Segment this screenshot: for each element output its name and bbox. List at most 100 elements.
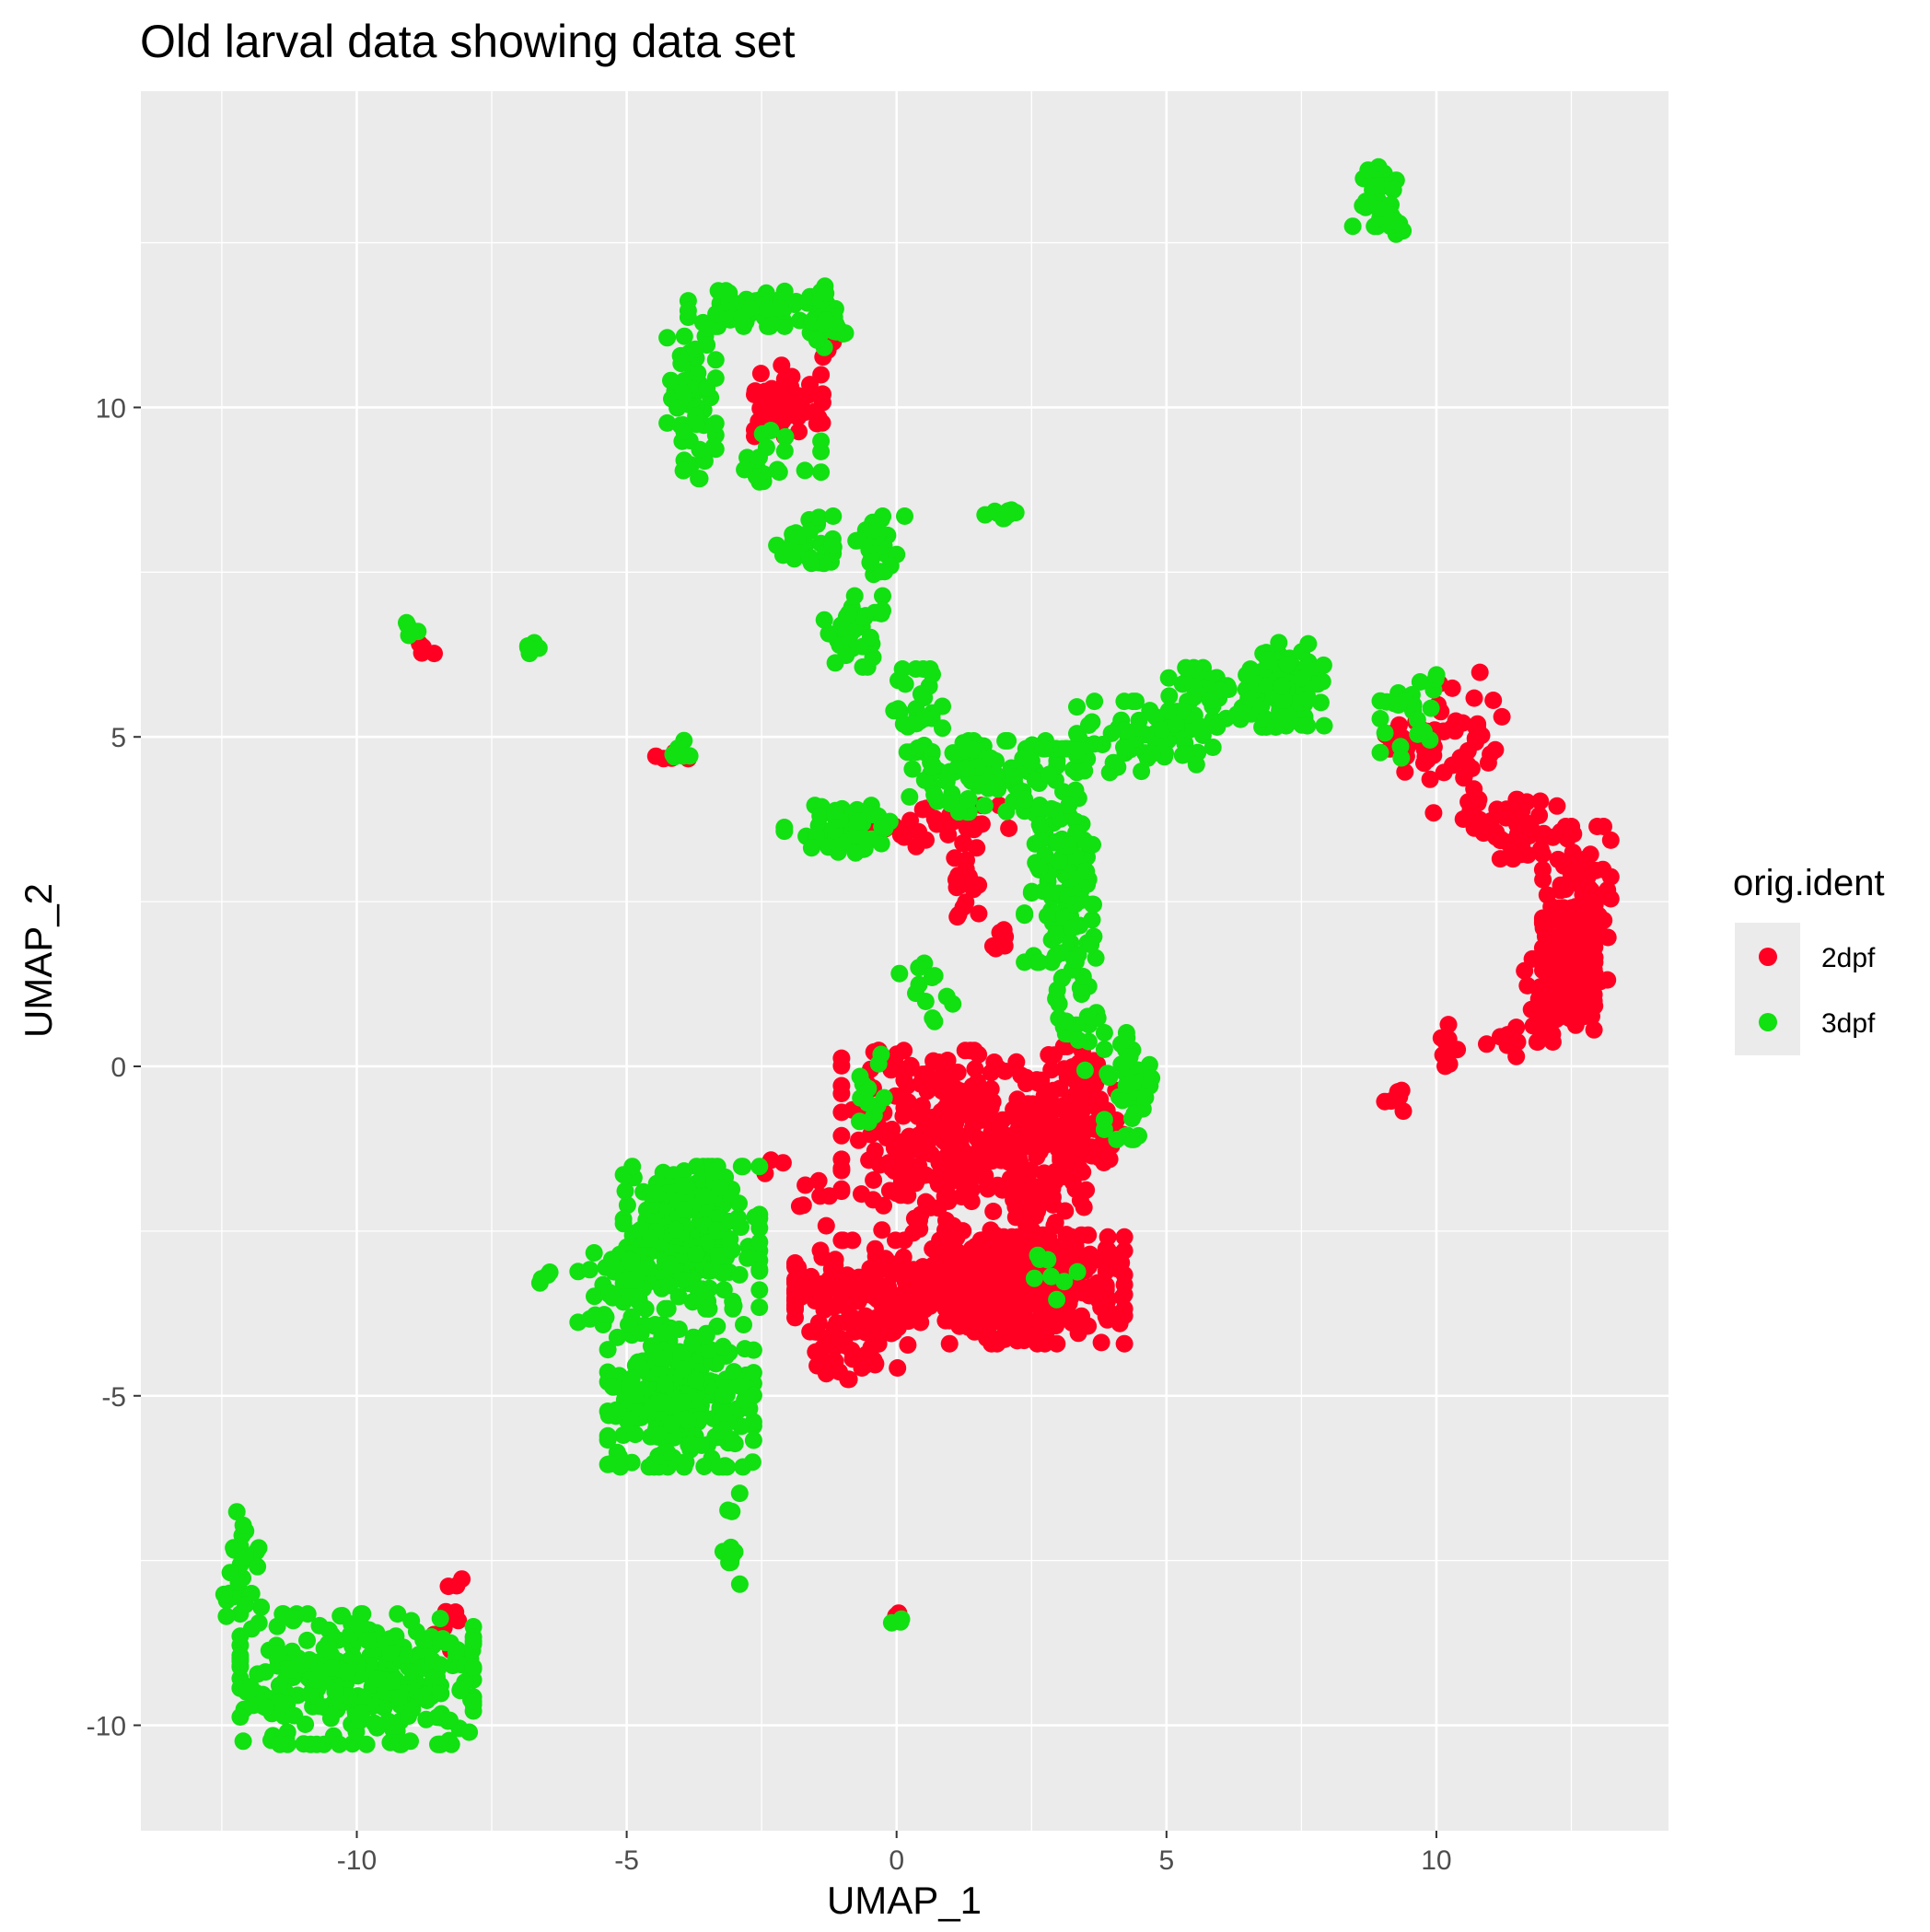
point-2dpf: [1551, 949, 1569, 968]
point-3dpf: [307, 1670, 324, 1689]
point-3dpf: [832, 616, 851, 634]
point-3dpf: [889, 700, 907, 718]
point-3dpf: [750, 448, 768, 467]
point-2dpf: [932, 1111, 950, 1129]
point-2dpf: [1052, 1155, 1071, 1172]
point-3dpf: [595, 1306, 613, 1324]
point-3dpf: [704, 437, 723, 456]
point-3dpf: [662, 1255, 680, 1274]
point-2dpf: [924, 1256, 943, 1274]
point-3dpf: [1177, 745, 1195, 763]
point-3dpf: [1411, 673, 1429, 691]
point-3dpf: [1113, 1091, 1132, 1110]
point-3dpf: [424, 1651, 442, 1670]
point-2dpf: [986, 1143, 1005, 1161]
point-2dpf: [917, 1292, 936, 1310]
point-3dpf: [815, 611, 833, 629]
chart-title: Old larval data showing data set: [140, 16, 796, 67]
point-3dpf: [731, 1377, 749, 1395]
point-3dpf: [447, 1643, 465, 1660]
point-3dpf: [800, 550, 819, 568]
point-3dpf: [846, 844, 865, 862]
point-3dpf: [1030, 816, 1049, 834]
point-2dpf: [773, 1154, 792, 1172]
point-3dpf: [1077, 833, 1096, 852]
point-3dpf: [658, 329, 677, 347]
point-2dpf: [1566, 1016, 1585, 1034]
point-3dpf: [231, 1708, 250, 1726]
point-3dpf: [1184, 678, 1203, 696]
point-3dpf: [736, 1340, 754, 1358]
point-2dpf: [817, 1216, 835, 1235]
point-2dpf: [1025, 1283, 1043, 1301]
y-tick-label: 10: [96, 393, 126, 424]
point-2dpf: [1561, 998, 1579, 1017]
point-2dpf: [439, 1577, 458, 1596]
point-2dpf: [1539, 949, 1557, 968]
point-3dpf: [689, 364, 707, 382]
y-axis-ticks: -10 -5 0 5 10: [87, 393, 141, 1742]
point-3dpf: [1298, 716, 1317, 735]
point-2dpf: [838, 1266, 856, 1285]
point-3dpf: [1066, 895, 1085, 914]
point-3dpf: [639, 1259, 657, 1277]
point-2dpf: [413, 638, 432, 657]
point-2dpf: [1577, 880, 1596, 899]
point-2dpf: [843, 1231, 862, 1250]
point-3dpf: [431, 1610, 449, 1628]
point-3dpf: [1124, 1130, 1143, 1148]
point-2dpf: [1079, 1317, 1098, 1335]
point-3dpf: [295, 1735, 313, 1753]
point-2dpf: [939, 1091, 958, 1110]
point-3dpf: [1118, 1029, 1136, 1047]
point-2dpf: [801, 376, 819, 394]
point-3dpf: [663, 1415, 681, 1434]
point-3dpf: [744, 1364, 762, 1382]
point-3dpf: [632, 1324, 650, 1343]
point-2dpf: [773, 356, 791, 375]
legend: orig.ident 2dpf 3dpf: [1733, 863, 1885, 1055]
point-3dpf: [1022, 884, 1041, 902]
legend-label-3dpf: 3dpf: [1821, 1008, 1876, 1039]
point-3dpf: [706, 351, 725, 369]
point-2dpf: [1013, 1301, 1031, 1320]
point-3dpf: [1367, 177, 1386, 194]
point-3dpf: [1278, 656, 1296, 674]
point-3dpf: [217, 1607, 236, 1625]
point-2dpf: [1491, 832, 1509, 850]
point-3dpf: [675, 327, 693, 345]
point-2dpf: [960, 1298, 979, 1316]
point-2dpf: [1518, 976, 1537, 995]
point-2dpf: [1007, 1183, 1026, 1202]
point-2dpf: [832, 1330, 850, 1348]
point-2dpf: [820, 1187, 839, 1205]
point-3dpf: [959, 790, 978, 809]
point-2dpf: [855, 1275, 874, 1294]
point-3dpf: [852, 827, 870, 845]
point-3dpf: [750, 1281, 769, 1299]
point-3dpf: [1087, 949, 1105, 967]
point-2dpf: [1491, 850, 1509, 868]
point-2dpf: [1465, 689, 1483, 707]
point-2dpf: [1067, 1117, 1086, 1135]
point-3dpf: [698, 378, 716, 397]
point-2dpf: [790, 423, 808, 441]
point-2dpf: [984, 1203, 1003, 1220]
point-2dpf: [1513, 801, 1531, 820]
point-2dpf: [901, 1289, 919, 1308]
point-3dpf: [1270, 634, 1288, 652]
point-2dpf: [948, 1064, 967, 1081]
point-3dpf: [1083, 911, 1101, 929]
point-2dpf: [1585, 992, 1603, 1010]
point-2dpf: [995, 937, 1014, 955]
point-2dpf: [1010, 1259, 1029, 1277]
point-3dpf: [614, 1215, 633, 1233]
point-3dpf: [849, 812, 867, 831]
point-3dpf: [603, 1378, 622, 1395]
point-2dpf: [1595, 911, 1613, 929]
point-2dpf: [888, 1184, 905, 1203]
point-3dpf: [924, 758, 942, 776]
point-3dpf: [1427, 666, 1446, 684]
point-2dpf: [1601, 867, 1620, 886]
point-2dpf: [975, 1153, 994, 1171]
